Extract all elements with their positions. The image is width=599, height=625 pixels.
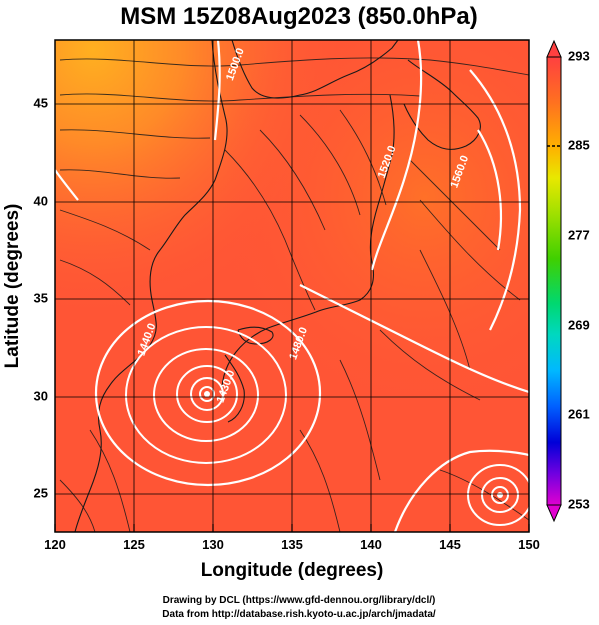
colorbar-bottom-arrow (546, 504, 562, 523)
contour-1500 (213, 40, 221, 141)
colorbar-tick-label: 253 (568, 496, 590, 511)
coast-russia (231, 40, 399, 99)
x-tick-label: 145 (439, 537, 461, 552)
chart-title: MSM 15Z08Aug2023 (850.0hPa) (120, 3, 477, 30)
x-tick-label: 140 (360, 537, 382, 552)
coast-hokkaido (403, 59, 481, 150)
colorbar-tick-label: 293 (568, 48, 590, 63)
x-tick-label: 120 (44, 537, 66, 552)
contour-ridge (299, 284, 529, 394)
x-tick-label: 130 (202, 537, 224, 552)
y-tick-label: 25 (34, 485, 48, 500)
y-tick-label: 40 (34, 193, 48, 208)
graticule (55, 40, 529, 532)
x-axis-label: Longitude (degrees) (201, 560, 384, 581)
y-axis-label: Latitude (degrees) (2, 204, 23, 369)
coastlines (74, 40, 481, 532)
colorbar-tick-label: 277 (568, 227, 590, 242)
contour-west (55, 169, 79, 201)
x-tick-label: 150 (518, 537, 540, 552)
x-tick-marks (54, 524, 530, 532)
height-contours (55, 40, 529, 532)
y-tick-labels: 25 30 35 40 45 (34, 95, 48, 500)
x-tick-label: 125 (123, 537, 145, 552)
coast-shikoku (237, 326, 274, 345)
y-tick-label: 30 (34, 388, 48, 403)
contour-1520 (370, 40, 423, 271)
colorbar: 293 285 277 269 261 253 (546, 39, 590, 523)
x-tick-label: 135 (281, 537, 303, 552)
y-tick-label: 35 (34, 290, 48, 305)
typhoon-west (94, 299, 322, 487)
coast-korea-china (74, 40, 228, 532)
colorbar-tick-label: 261 (568, 406, 590, 421)
typhoon-southeast (467, 464, 529, 526)
contour-1560b (477, 129, 503, 251)
colorbar-top-arrow (546, 39, 562, 58)
coast-honshu (221, 94, 395, 391)
colorbar-scale (546, 56, 562, 506)
coast-kyushu (224, 354, 245, 423)
contour-1560 (469, 69, 522, 331)
credit-drawing: Drawing by DCL (https://www.gfd-dennou.o… (163, 595, 436, 606)
colorbar-tick-label: 269 (568, 317, 590, 332)
colorbar-tick-labels: 293 285 277 269 261 253 (568, 48, 590, 511)
y-tick-label: 45 (34, 95, 48, 110)
x-tick-labels: 120 125 130 135 140 145 150 (44, 537, 540, 552)
colorbar-tick-label: 285 (568, 137, 590, 152)
credit-data-source: Data from http://database.rish.kyoto-u.a… (162, 609, 436, 620)
contour-southeast (393, 449, 529, 532)
